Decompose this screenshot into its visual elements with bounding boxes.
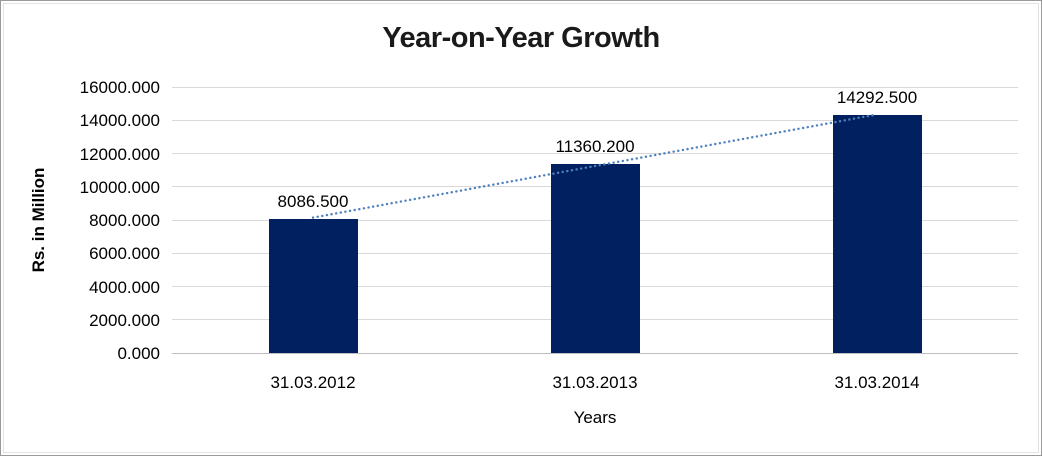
y-tick-label: 14000.000: [79, 111, 160, 131]
chart-title: Year-on-Year Growth: [382, 22, 660, 54]
trendline: [311, 113, 879, 219]
x-category-label: 31.03.2014: [834, 373, 920, 392]
x-category-label: 31.03.2012: [270, 373, 356, 392]
y-tick-label: 10000.000: [79, 177, 160, 197]
y-tick-label: 8000.000: [89, 211, 160, 230]
y-tick-label: 4000.000: [89, 277, 160, 297]
bar-31.03.2014[interactable]: [832, 115, 922, 353]
x-axis-title: Years: [573, 408, 617, 427]
gridline: [172, 153, 1018, 154]
y-tick-label: 0.000: [117, 344, 160, 363]
y-tick-label: 6000.000: [89, 244, 160, 264]
bar-data-label: 11360.200: [555, 137, 635, 157]
x-axis-line: [172, 352, 1018, 354]
bar-31.03.2012[interactable]: [268, 218, 358, 353]
bar-31.03.2013[interactable]: [550, 164, 640, 353]
y-tick-label: 2000.000: [89, 310, 160, 330]
y-tick-label: 12000.000: [79, 144, 160, 164]
y-tick-label: 16000.000: [79, 78, 160, 97]
gridline: [172, 86, 1018, 88]
x-category-label: 31.03.2013: [552, 373, 638, 392]
bar-data-label: 14292.500: [836, 88, 918, 108]
bar-data-label: 8086.500: [277, 191, 349, 211]
gridline: [172, 119, 1018, 121]
trendline-path: [311, 113, 879, 219]
plot-area: 8086.500 11360.200 14292.500: [172, 86, 1018, 354]
